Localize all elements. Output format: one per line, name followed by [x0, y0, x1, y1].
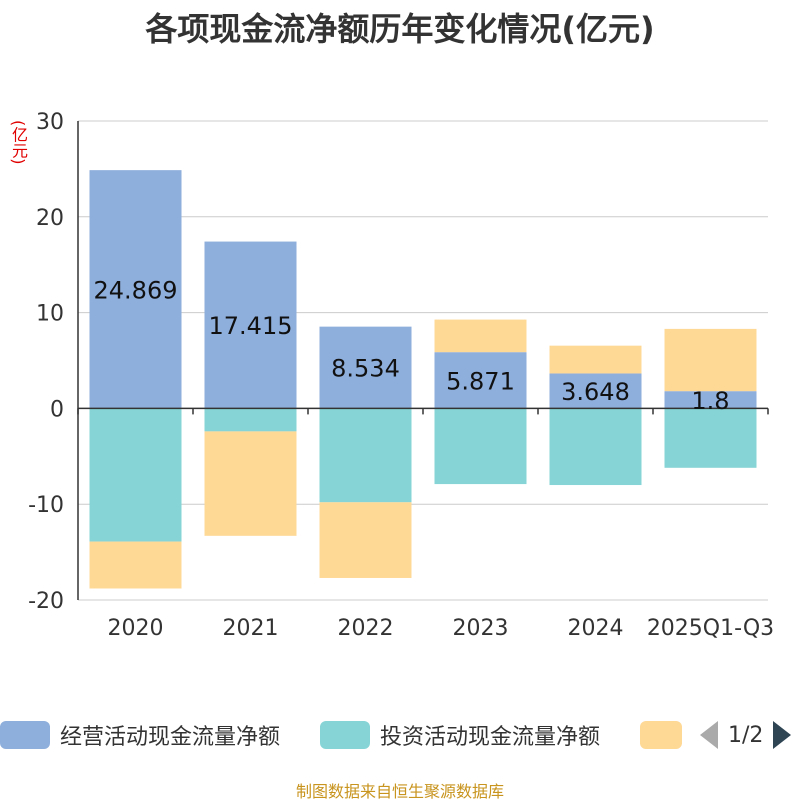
- x-tick-label: 2024: [568, 616, 624, 641]
- x-tick-label: 2025Q1-Q3: [647, 616, 774, 641]
- bar-0-2020: [89, 170, 182, 409]
- legend-prev-icon[interactable]: [700, 721, 718, 749]
- y-tick-label: 10: [36, 302, 64, 327]
- y-tick-label: 0: [50, 397, 64, 422]
- bar-2-2025Q1-Q3: [664, 328, 757, 392]
- legend-pager: 1/2: [700, 715, 792, 755]
- bar-0-2021: [204, 241, 297, 409]
- legend-label-investing: 投资活动现金流量净额: [380, 725, 601, 750]
- bar-1-2025Q1-Q3: [664, 408, 757, 468]
- legend-swatch-operating: [0, 721, 50, 749]
- x-tick-label: 2023: [453, 616, 509, 641]
- x-tick-label: 2021: [223, 616, 279, 641]
- y-tick-label: -10: [28, 493, 64, 518]
- bar-1-2023: [434, 408, 527, 485]
- data-label: 8.534: [331, 355, 400, 383]
- legend-swatch-investing: [320, 721, 370, 749]
- data-label: 3.648: [561, 378, 630, 406]
- bar-1-2021: [204, 408, 297, 432]
- y-tick-label: -20: [28, 589, 64, 614]
- bar-2-2024: [549, 345, 642, 374]
- x-tick-label: 2022: [338, 616, 394, 641]
- data-label: 24.869: [94, 276, 178, 304]
- legend-label-operating: 经营活动现金流量净额: [60, 725, 281, 750]
- bar-2-2022: [319, 502, 412, 578]
- data-label: 5.871: [446, 367, 515, 395]
- data-source-footer: 制图数据来自恒生聚源数据库: [295, 782, 504, 801]
- legend-item-investing[interactable]: 投资活动现金流量净额: [320, 715, 600, 755]
- y-axis-unit: (亿元): [9, 120, 28, 165]
- chart-title: 各项现金流净额历年变化情况(亿元): [145, 10, 655, 48]
- bar-1-2020: [89, 408, 182, 542]
- bar-2-2023: [434, 319, 527, 353]
- legend-page-number: 1/2: [728, 722, 764, 748]
- legend-swatch-financing: [640, 721, 682, 749]
- x-tick-label: 2020: [108, 616, 164, 641]
- bar-0-2023: [434, 352, 527, 409]
- data-label: 1.8: [691, 387, 729, 415]
- y-tick-label: 20: [36, 206, 64, 231]
- legend-next-icon[interactable]: [773, 721, 792, 749]
- bar-1-2024: [549, 408, 642, 486]
- bar-chart: 30 20 10 0 -10 -20 24.869 17.415 8.534 5.871 3.648…: [28, 110, 774, 641]
- legend: 经营活动现金流量净额 投资活动现金流量净额 1/2: [0, 715, 800, 755]
- bar-2-2021: [204, 431, 297, 536]
- bar-0-2022: [319, 326, 412, 409]
- data-label: 17.415: [209, 312, 293, 340]
- y-tick-label: 30: [36, 110, 64, 135]
- bar-0-2024: [549, 373, 642, 409]
- bar-0-2025Q1-Q3: [664, 391, 757, 409]
- legend-item-operating[interactable]: 经营活动现金流量净额: [0, 715, 280, 755]
- bar-2-2020: [89, 541, 182, 589]
- bar-1-2022: [319, 408, 412, 503]
- legend-item-financing[interactable]: [640, 715, 682, 755]
